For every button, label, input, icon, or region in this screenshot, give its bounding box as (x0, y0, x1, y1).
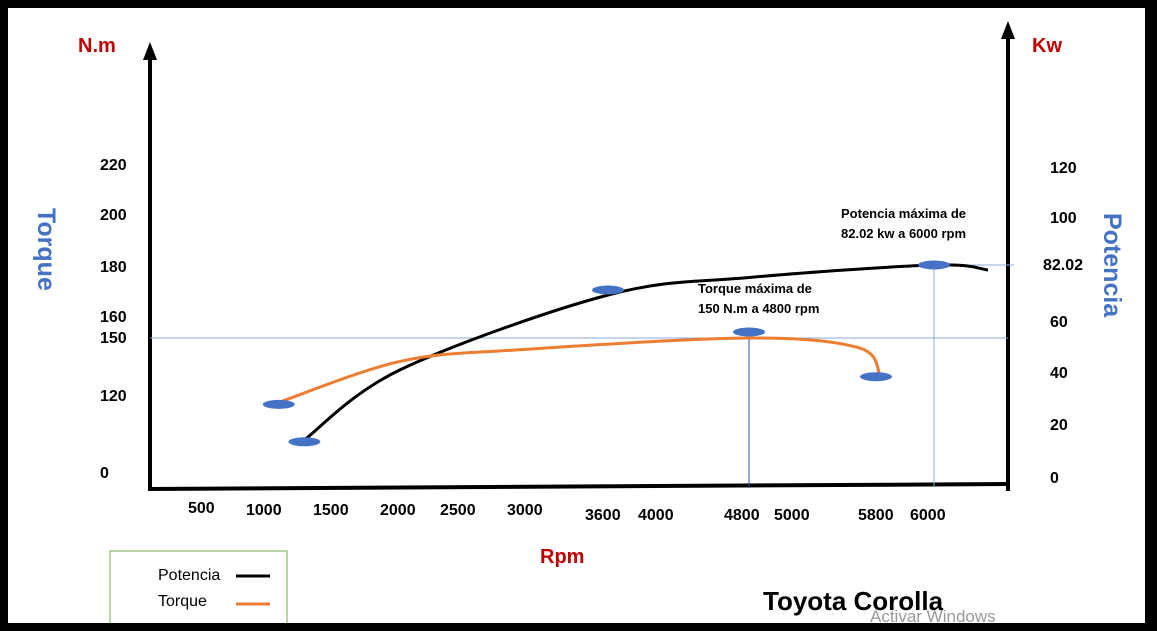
y-right-tick: 0 (1050, 470, 1059, 487)
y-right-tick: 82.02 (1043, 257, 1083, 274)
reference-lines (150, 263, 1014, 488)
y-right-label: Potencia (1098, 213, 1126, 318)
x-tick: 4800 (724, 507, 760, 524)
x-tick: 500 (188, 500, 215, 517)
data-point-marker (733, 327, 765, 337)
x-tick: 3000 (507, 502, 543, 519)
x-axis-label: Rpm (540, 546, 584, 568)
x-tick: 3600 (585, 507, 621, 524)
x-tick: 5800 (858, 507, 894, 524)
watermark-text: Activar Windows (870, 607, 996, 623)
annotation-line: Potencia máxima de (841, 206, 966, 221)
y-right-tick: 60 (1050, 314, 1068, 331)
legend-label-torque: Torque (158, 593, 207, 610)
annotation-torque-max: Torque máxima de 150 N.m a 4800 rpm (698, 281, 819, 316)
y-left-ticks: 220 200 180 160 150 120 0 (100, 157, 127, 482)
markers (262, 260, 950, 447)
y-left-tick: 0 (100, 465, 109, 482)
x-tick: 4000 (638, 507, 674, 524)
x-tick: 5000 (774, 507, 810, 524)
x-tick: 2000 (380, 502, 416, 519)
y-left-tick: 200 (100, 207, 127, 224)
x-axis (147, 482, 1010, 491)
axes (143, 21, 1015, 491)
x-tick: 1000 (246, 502, 282, 519)
y-left-unit: N.m (78, 35, 116, 57)
annotation-line: 82.02 kw a 6000 rpm (841, 226, 966, 241)
series-line-torque (278, 336, 882, 404)
y-left-tick: 150 (100, 330, 127, 347)
x-ticks: 500 1000 1500 2000 2500 3000 3600 4000 4… (188, 500, 946, 524)
left-axis-arrow (143, 42, 157, 60)
y-right-tick: 40 (1050, 365, 1068, 382)
data-point-marker (592, 285, 624, 295)
x-tick: 6000 (910, 507, 946, 524)
y-left-tick: 160 (100, 309, 127, 326)
data-point-marker (918, 260, 950, 270)
data-point-marker (262, 399, 295, 409)
legend-box (109, 550, 288, 623)
annotation-power-max: Potencia máxima de 82.02 kw a 6000 rpm (841, 206, 970, 241)
y-right-tick: 120 (1050, 160, 1077, 177)
annotation-line: 150 N.m a 4800 rpm (698, 301, 819, 316)
x-tick: 1500 (313, 502, 349, 519)
y-right-tick: 100 (1050, 210, 1077, 227)
series-line-potencia (303, 263, 989, 442)
data-point-marker (288, 437, 321, 447)
right-axis-arrow (1001, 21, 1015, 39)
legend-label-potencia: Potencia (158, 567, 220, 584)
torque-power-chart: N.m Kw Torque Potencia 220 200 180 160 1… (32, 21, 1126, 623)
chart-title: Toyota Corolla (763, 586, 944, 616)
y-left-label: Torque (32, 208, 60, 291)
x-tick: 2500 (440, 502, 476, 519)
legend: Potencia Torque (109, 550, 288, 623)
y-left-tick: 180 (100, 259, 127, 276)
annotation-line: Torque máxima de (698, 281, 812, 296)
y-right-ticks: 120 100 82.02 60 40 20 0 (1043, 160, 1083, 487)
y-left-tick: 120 (100, 388, 127, 405)
chart-frame: N.m Kw Torque Potencia 220 200 180 160 1… (8, 8, 1145, 623)
y-left-tick: 220 (100, 157, 127, 174)
data-point-marker (860, 372, 892, 382)
y-right-unit: Kw (1032, 35, 1062, 57)
y-right-tick: 20 (1050, 417, 1068, 434)
